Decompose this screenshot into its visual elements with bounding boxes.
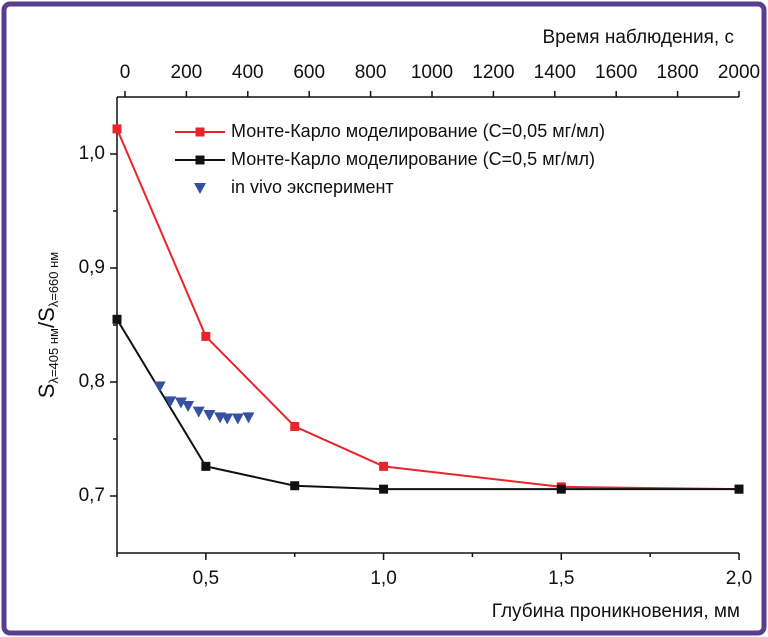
legend-marker [195, 127, 205, 137]
x-tick-label: 0,5 [193, 568, 219, 589]
point [379, 461, 389, 471]
x2-tick-label: 200 [171, 62, 203, 83]
point [242, 412, 255, 424]
legend-label: Монте-Карло моделирование (С=0,5 мг/мл) [231, 149, 595, 169]
point [231, 413, 244, 425]
x-axis-label: Глубина проникновения, мм [492, 601, 740, 622]
x2-tick-label: 1200 [472, 62, 514, 83]
y-axis-label: Sλ=405 нм/Sλ=660 нм [34, 252, 62, 399]
point [379, 484, 389, 494]
x-tick-label: 1,5 [548, 568, 574, 589]
point [221, 413, 234, 425]
y-tick-label: 0,8 [79, 371, 105, 392]
y-tick-label: 0,7 [79, 485, 105, 506]
point [174, 397, 187, 409]
y-label-part: λ=660 нм [46, 252, 61, 308]
x2-axis-label: Время наблюдения, с [542, 27, 734, 48]
legend-label: Монте-Карло моделирование (С=0,05 мг/мл) [231, 121, 605, 141]
point [153, 381, 166, 393]
x-tick-label: 1,0 [370, 568, 396, 589]
x2-tick-label: 400 [232, 62, 264, 83]
point [556, 484, 566, 494]
point [201, 461, 211, 471]
legend: Монте-Карло моделирование (С=0,05 мг/мл)… [175, 121, 605, 197]
legend-marker [195, 155, 205, 165]
point [192, 406, 205, 418]
legend-marker [194, 183, 206, 194]
x2-tick-label: 800 [355, 62, 387, 83]
legend-label: in vivo эксперимент [231, 177, 394, 197]
y-tick-label: 0,9 [79, 257, 105, 278]
point [290, 421, 300, 431]
point [203, 410, 216, 422]
series-line [116, 128, 740, 491]
x2-tick-label: 1400 [534, 62, 576, 83]
x2-tick-label: 1800 [656, 62, 698, 83]
x2-tick-label: 2000 [718, 62, 760, 83]
point [201, 331, 211, 341]
y-label-part: λ=405 нм [46, 328, 61, 384]
y-label-part: /S [34, 307, 59, 328]
x2-tick-label: 1000 [411, 62, 453, 83]
x2-tick-label: 0 [120, 62, 131, 83]
point [290, 481, 300, 491]
point [182, 400, 195, 412]
point [164, 396, 177, 408]
x2-tick-label: 600 [293, 62, 325, 83]
series-line [116, 318, 739, 491]
x2-tick-label: 1600 [595, 62, 637, 83]
point [734, 484, 744, 494]
point [112, 314, 122, 324]
y-label-part: S [34, 384, 59, 399]
y-tick-label: 1,0 [79, 143, 105, 164]
x-tick-label: 2,0 [726, 568, 752, 589]
point [112, 124, 122, 134]
